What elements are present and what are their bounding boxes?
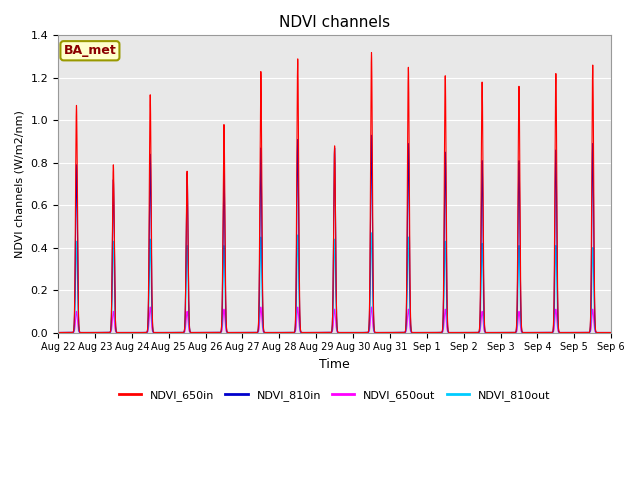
Line: NDVI_650in: NDVI_650in xyxy=(58,52,611,333)
NDVI_810in xyxy=(605,330,613,336)
NDVI_810out xyxy=(261,330,269,336)
NDVI_810out xyxy=(173,330,180,336)
Line: NDVI_810out: NDVI_810out xyxy=(58,233,611,333)
NDVI_650out xyxy=(54,330,62,336)
NDVI_650in xyxy=(490,330,497,336)
Line: NDVI_650out: NDVI_650out xyxy=(58,307,611,333)
Legend: NDVI_650in, NDVI_810in, NDVI_650out, NDVI_810out: NDVI_650in, NDVI_810in, NDVI_650out, NDV… xyxy=(115,385,555,406)
NDVI_810out xyxy=(607,330,615,336)
NDVI_810in xyxy=(261,330,269,336)
NDVI_650out xyxy=(147,304,154,310)
NDVI_650out xyxy=(261,330,269,336)
Line: NDVI_810in: NDVI_810in xyxy=(58,135,611,333)
NDVI_650in xyxy=(261,330,269,336)
NDVI_810in xyxy=(173,330,180,336)
NDVI_810out xyxy=(605,330,613,336)
Title: NDVI channels: NDVI channels xyxy=(279,15,390,30)
NDVI_810out xyxy=(54,330,62,336)
NDVI_650in xyxy=(607,330,615,336)
NDVI_650out xyxy=(605,330,613,336)
NDVI_810in xyxy=(367,132,375,138)
NDVI_650in xyxy=(412,330,419,336)
NDVI_650out xyxy=(173,330,180,336)
NDVI_650in xyxy=(167,330,175,336)
NDVI_810in xyxy=(490,330,497,336)
NDVI_810in xyxy=(607,330,615,336)
NDVI_650out xyxy=(607,330,615,336)
NDVI_810out xyxy=(367,230,375,236)
X-axis label: Time: Time xyxy=(319,358,350,371)
NDVI_810in xyxy=(411,330,419,336)
NDVI_650in xyxy=(605,330,613,336)
NDVI_650out xyxy=(411,330,419,336)
NDVI_650in xyxy=(91,330,99,336)
Text: BA_met: BA_met xyxy=(63,44,116,57)
NDVI_810in xyxy=(166,330,174,336)
NDVI_810out xyxy=(490,330,497,336)
NDVI_810out xyxy=(411,330,419,336)
NDVI_810out xyxy=(166,330,174,336)
NDVI_650out xyxy=(167,330,175,336)
NDVI_650out xyxy=(490,330,497,336)
NDVI_650in xyxy=(173,330,180,336)
NDVI_650in xyxy=(54,330,62,336)
NDVI_650in xyxy=(367,49,375,55)
Y-axis label: NDVI channels (W/m2/nm): NDVI channels (W/m2/nm) xyxy=(15,110,25,258)
NDVI_810in xyxy=(54,330,62,336)
